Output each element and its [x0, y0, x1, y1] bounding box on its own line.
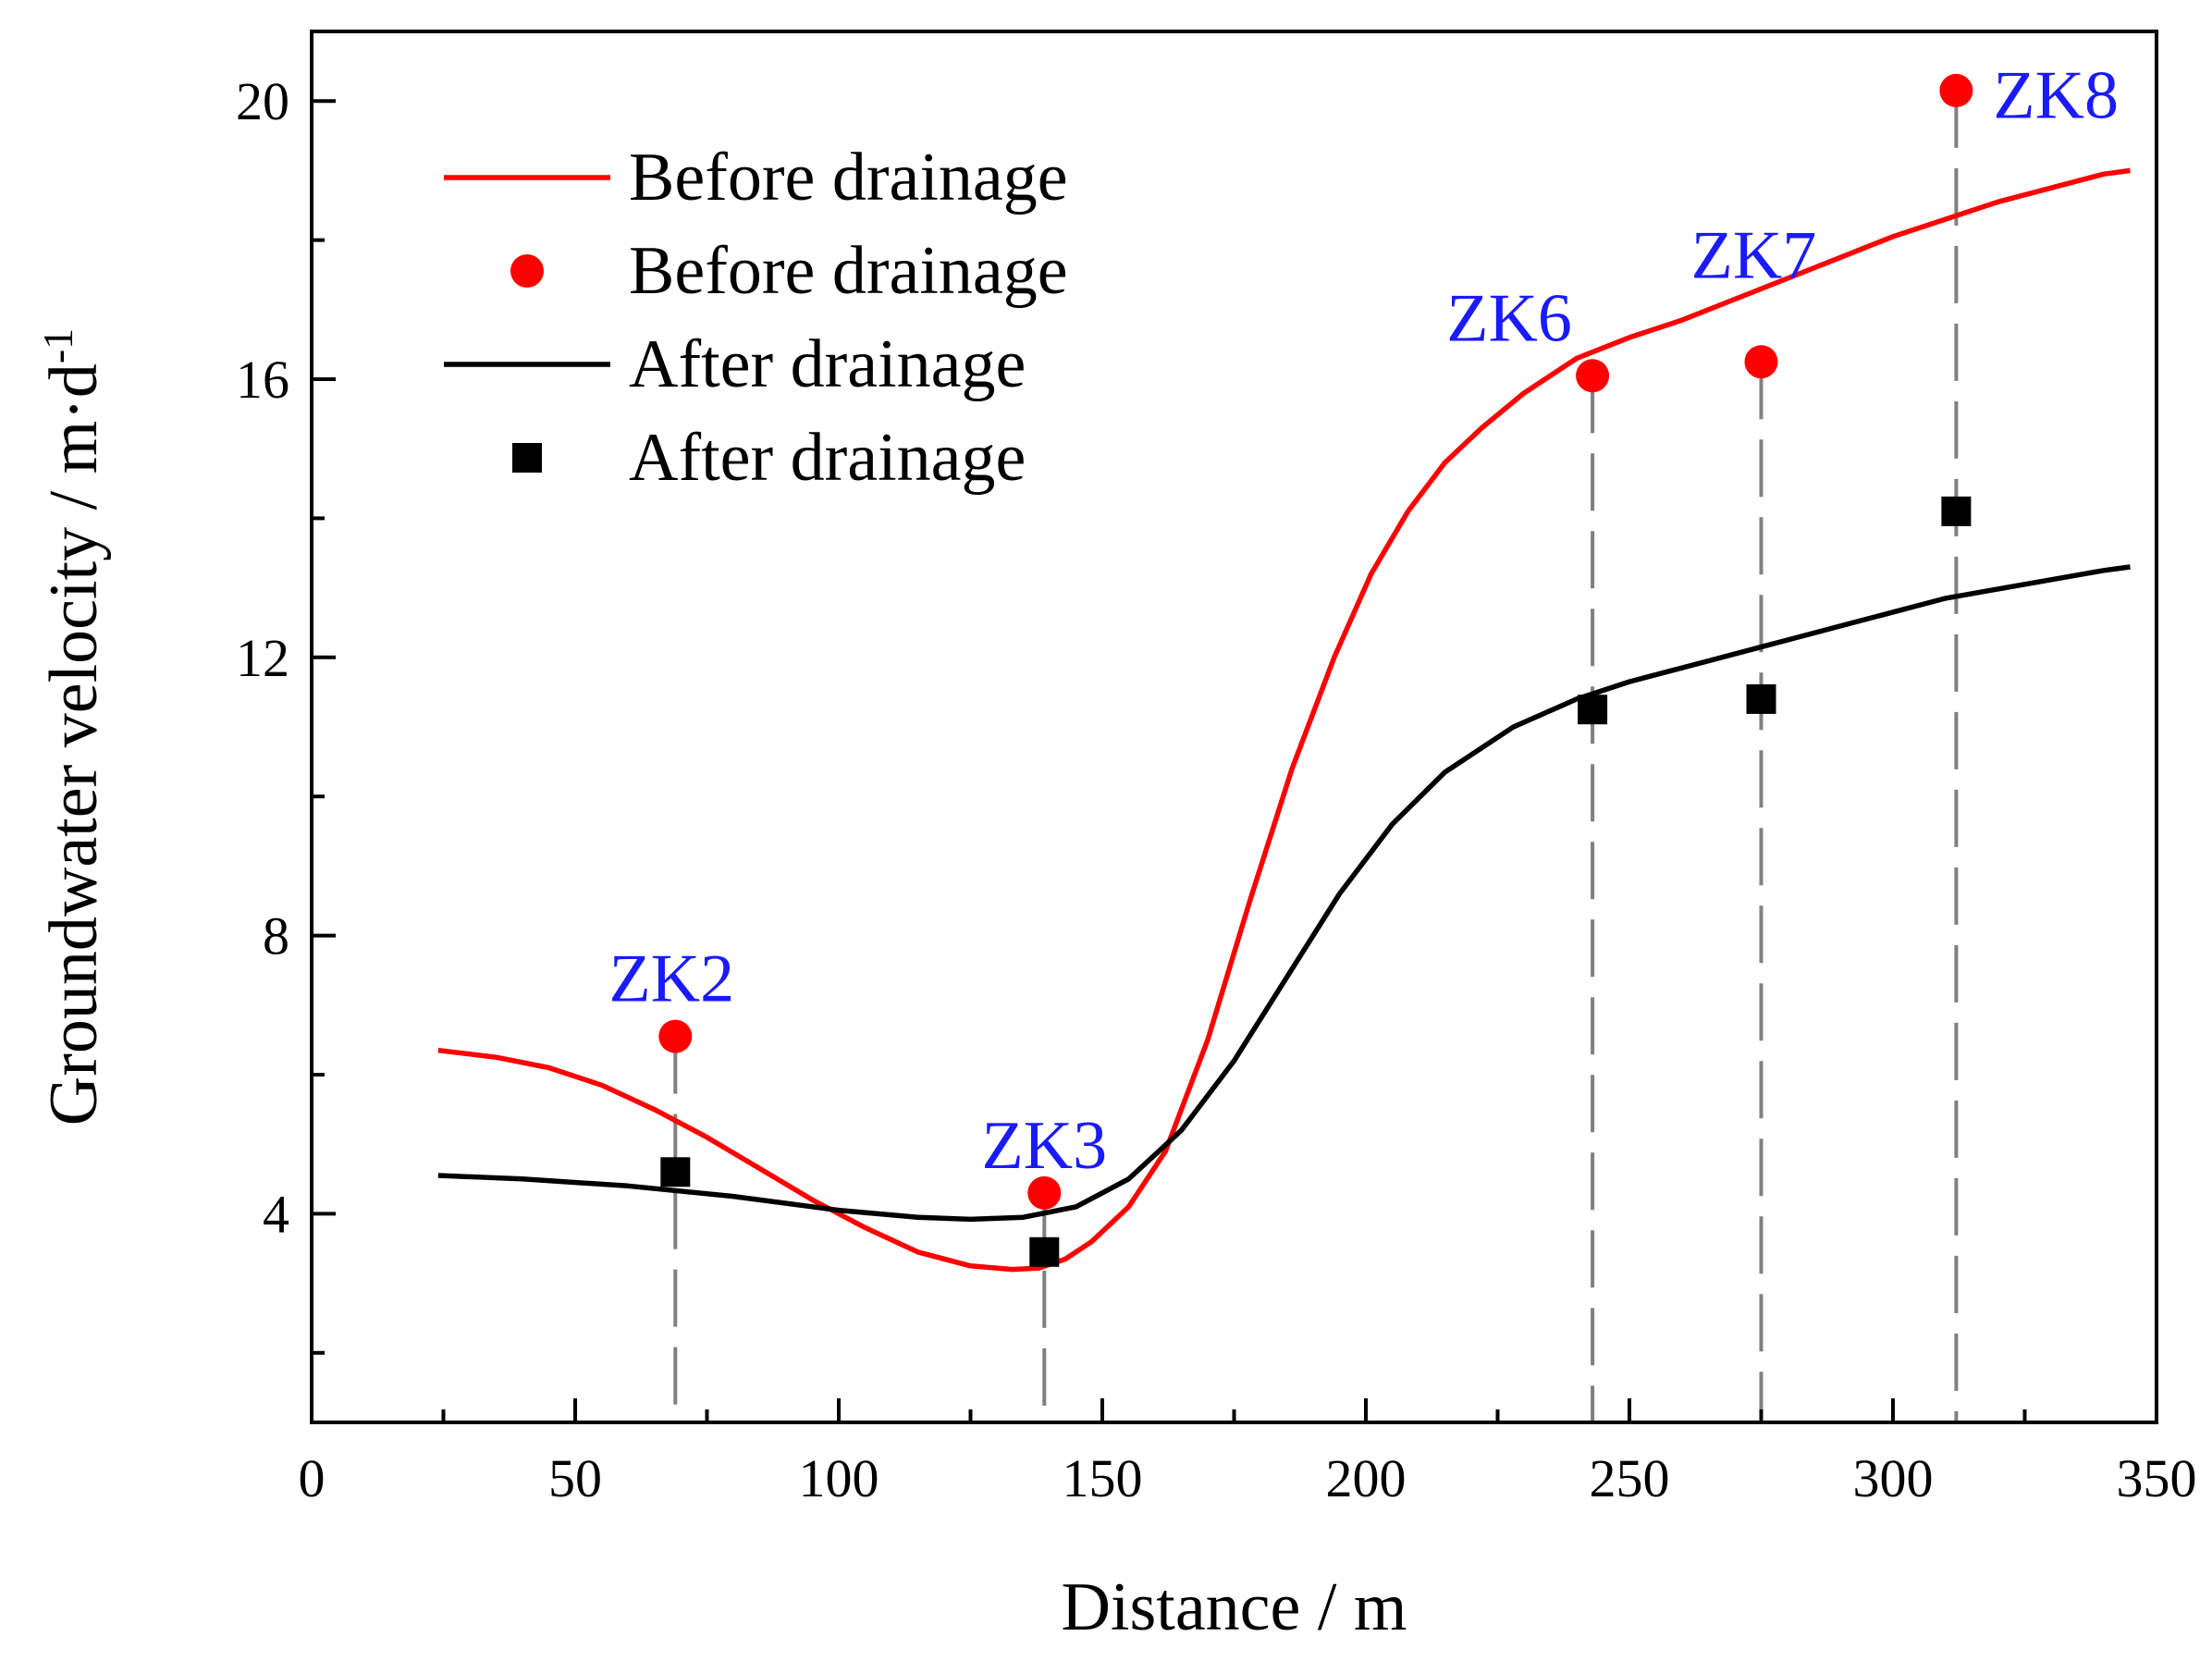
borehole-label: ZK8 — [1993, 58, 2119, 134]
y-tick-label: 4 — [263, 1184, 289, 1244]
y-tick-label: 16 — [236, 350, 289, 410]
borehole-guide-lines — [673, 90, 1959, 1422]
x-tick-label: 100 — [799, 1448, 879, 1508]
before-drainage-point — [1744, 345, 1778, 379]
x-tick-label: 200 — [1326, 1448, 1407, 1508]
x-tick-label: 350 — [2117, 1448, 2197, 1508]
y-tick-label: 8 — [263, 906, 289, 966]
legend: Before drainage Before drainage After drai… — [444, 140, 1068, 496]
after-drainage-point — [1578, 695, 1608, 725]
x-axis-title: Distance / m — [1061, 1569, 1407, 1645]
y-tick-label: 12 — [236, 628, 289, 688]
series-markers — [658, 73, 1973, 1267]
y-axis-title-superscript: -1 — [34, 328, 81, 363]
before-drainage-line — [437, 167, 2131, 1273]
y-axis-ticks: 4 8 12 16 20 — [236, 71, 336, 1355]
legend-square-swatch — [512, 443, 542, 473]
borehole-label: ZK7 — [1691, 218, 1817, 294]
after-drainage-point — [1029, 1237, 1060, 1267]
y-axis-title: Groundwater velocity / m·d-1 — [34, 328, 112, 1126]
y-axis-title-main: Groundwater velocity / m·d — [36, 363, 112, 1126]
before-drainage-point — [1027, 1175, 1062, 1210]
x-tick-label: 250 — [1590, 1448, 1670, 1508]
before-drainage-point — [1576, 359, 1610, 393]
legend-label: After drainage — [629, 420, 1026, 496]
legend-label: Before drainage — [629, 140, 1068, 215]
series-lines — [437, 167, 2131, 1273]
legend-label: Before drainage — [629, 233, 1068, 309]
after-drainage-point — [660, 1157, 691, 1187]
legend-label: After drainage — [629, 326, 1026, 402]
after-drainage-point — [1746, 683, 1776, 714]
after-drainage-point — [1941, 496, 1972, 526]
x-axis-ticks: 0 50 100 150 200 250 300 350 — [299, 1398, 2197, 1508]
after-drainage-line — [437, 564, 2131, 1223]
before-drainage-point — [658, 1019, 693, 1053]
y-tick-label: 20 — [236, 71, 289, 131]
x-tick-label: 50 — [548, 1448, 602, 1508]
borehole-label: ZK2 — [608, 941, 734, 1017]
before-drainage-point — [1939, 73, 1973, 107]
borehole-label: ZK3 — [981, 1108, 1107, 1184]
x-tick-label: 0 — [299, 1448, 326, 1508]
borehole-label: ZK6 — [1446, 280, 1572, 356]
legend-circle-swatch — [510, 254, 544, 288]
x-tick-label: 300 — [1853, 1448, 1934, 1508]
x-tick-label: 150 — [1063, 1448, 1143, 1508]
borehole-labels: ZK2 ZK3 ZK6 ZK7 ZK8 — [608, 58, 2119, 1185]
